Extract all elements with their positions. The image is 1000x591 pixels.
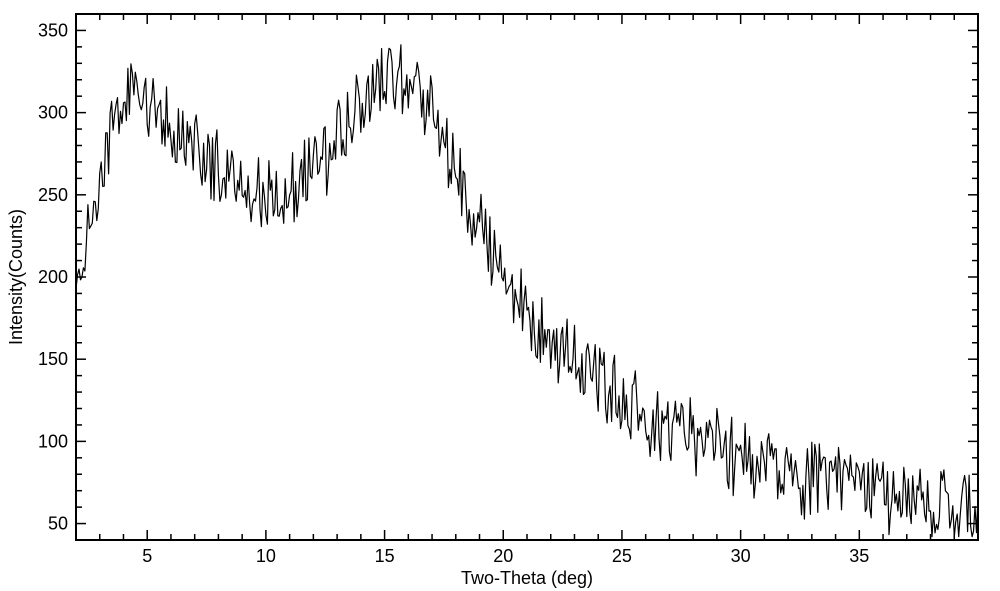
xrd-chart: 5 10 15 20 25 30 35 50 100 150 200 250 300 350 Two-The… xyxy=(0,0,1000,591)
y-tick-label: 250 xyxy=(38,185,68,205)
x-tick-label: 10 xyxy=(256,546,276,566)
plot-frame xyxy=(76,14,978,540)
x-tick-label: 30 xyxy=(731,546,751,566)
x-tick-label: 35 xyxy=(849,546,869,566)
y-tick-label: 200 xyxy=(38,267,68,287)
x-tick-label: 15 xyxy=(375,546,395,566)
y-axis-label: Intensity(Counts) xyxy=(6,209,26,345)
y-tick-label: 100 xyxy=(38,431,68,451)
x-tick-label: 5 xyxy=(142,546,152,566)
x-axis-label: Two-Theta (deg) xyxy=(461,568,593,588)
y-tick-label: 300 xyxy=(38,103,68,123)
x-tick-label: 25 xyxy=(612,546,632,566)
y-tick-label: 150 xyxy=(38,349,68,369)
y-tick-label: 50 xyxy=(48,514,68,534)
xrd-series xyxy=(76,45,978,537)
y-tick-label: 350 xyxy=(38,20,68,40)
x-tick-label: 20 xyxy=(493,546,513,566)
